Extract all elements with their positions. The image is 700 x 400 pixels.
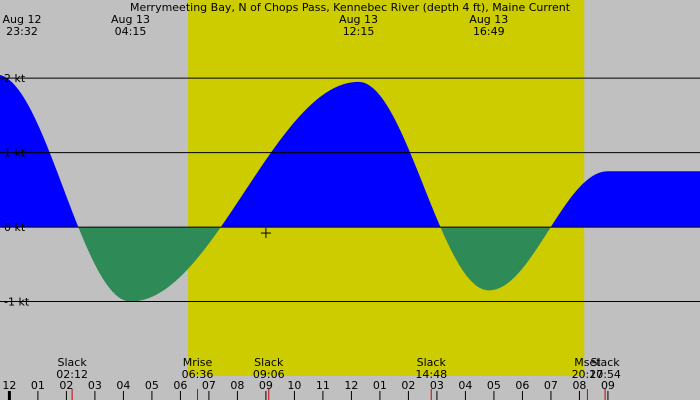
hour-axis: 1112010203040506070809101112010203040506… (2, 379, 615, 400)
extreme-time: 04:15 (115, 25, 147, 38)
extreme-date: Aug 13 (469, 13, 508, 26)
hour-tick-label: 12 (2, 379, 16, 392)
ebb-area (0, 227, 700, 302)
event-time: 02:12 (56, 368, 88, 381)
hour-tick-label: 07 (202, 379, 216, 392)
event-label: Mset (574, 356, 601, 369)
hour-tick-label: 08 (572, 379, 586, 392)
event-label: Slack (254, 356, 284, 369)
chart-title: Merrymeeting Bay, N of Chops Pass, Kenne… (130, 1, 571, 14)
y-tick-label: -1 kt (4, 296, 30, 309)
extreme-date: Aug 13 (339, 13, 378, 26)
hour-tick-label: 09 (601, 379, 615, 392)
y-axis-labels: 2 kt 1 kt 0 kt -1 kt (4, 72, 30, 308)
event-label: Mrise (183, 356, 213, 369)
event-label: Slack (58, 356, 88, 369)
event-labels: Slack02:12Mrise06:36Slack09:06Slack14:48… (56, 356, 621, 400)
hour-tick-label: 01 (373, 379, 387, 392)
event-time: 20:17 (572, 368, 604, 381)
hour-tick-label: 04 (458, 379, 472, 392)
current-areas (0, 74, 700, 302)
extreme-date: Aug 13 (111, 13, 150, 26)
hour-tick-label: 04 (116, 379, 130, 392)
y-tick-label: 1 kt (4, 147, 26, 160)
hour-tick-label: 02 (401, 379, 415, 392)
hour-tick-label: 12 (344, 379, 358, 392)
hour-tick-label: 01 (31, 379, 45, 392)
event-label: Slack (417, 356, 447, 369)
flood-area (0, 74, 700, 228)
hour-tick-label: 03 (430, 379, 444, 392)
y-tick-label: 2 kt (4, 72, 26, 85)
extreme-time: 12:15 (343, 25, 375, 38)
now-marker (260, 228, 271, 239)
hour-tick-label: 06 (173, 379, 187, 392)
hour-tick-label: 09 (259, 379, 273, 392)
event-time: 20:54 (589, 368, 621, 381)
extreme-time: 23:32 (6, 25, 38, 38)
extreme-time: 16:49 (473, 25, 505, 38)
event-time: 09:06 (253, 368, 285, 381)
hour-tick-label: 11 (316, 379, 330, 392)
event-label: Slack (590, 356, 620, 369)
extreme-date: Aug 12 (3, 13, 42, 26)
y-tick-label: 0 kt (4, 221, 26, 234)
hour-tick-label: 07 (544, 379, 558, 392)
hour-tick-label: 06 (515, 379, 529, 392)
event-time: 06:36 (182, 368, 214, 381)
hour-tick-label: 08 (230, 379, 244, 392)
y-axis-gridlines (0, 77, 700, 303)
hour-tick-label: 05 (487, 379, 501, 392)
hour-tick-label: 02 (59, 379, 73, 392)
hour-tick-label: 10 (287, 379, 301, 392)
event-time: 14:48 (415, 368, 447, 381)
hour-tick-label: 03 (88, 379, 102, 392)
hour-tick-label: 05 (145, 379, 159, 392)
